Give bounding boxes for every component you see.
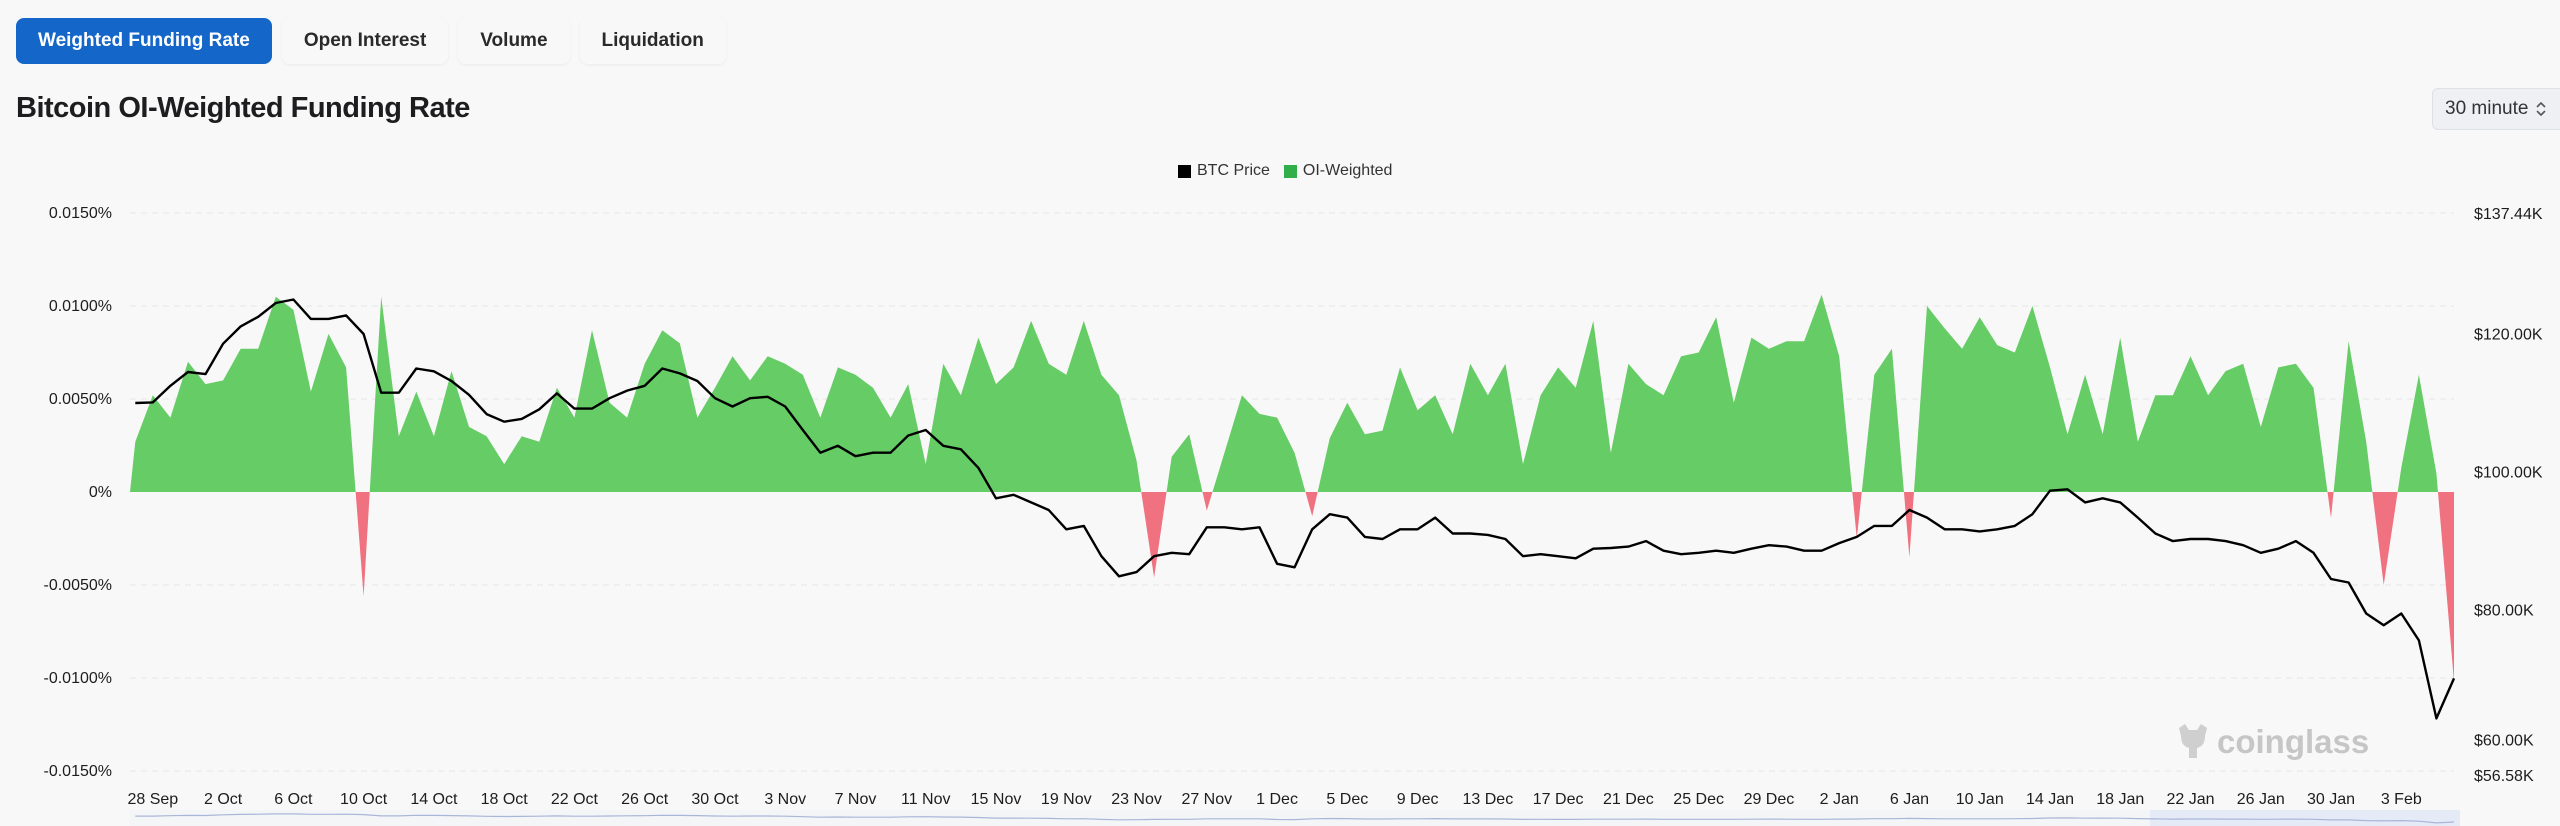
right-tick-label: $120.00K [2474, 326, 2543, 343]
x-tick-label: 9 Dec [1397, 791, 1439, 808]
x-tick-label: 2 Jan [1820, 791, 1859, 808]
interval-select[interactable]: 30 minute [2432, 88, 2560, 130]
x-tick-label: 26 Oct [621, 791, 669, 808]
left-tick-label: -0.0050% [44, 577, 113, 594]
x-tick-label: 6 Jan [1890, 791, 1929, 808]
left-tick-label: -0.0150% [44, 763, 113, 780]
right-tick-label: $137.44K [2474, 206, 2543, 223]
x-tick-label: 5 Dec [1326, 791, 1368, 808]
x-tick-label: 22 Jan [2166, 791, 2214, 808]
left-axis: 0.0150% 0.0100% 0.0050% 0% -0.0050% -0.0100% -… [44, 205, 113, 780]
x-tick-label: 7 Nov [835, 791, 877, 808]
x-tick-label: 15 Nov [971, 791, 1022, 808]
x-tick-label: 29 Dec [1744, 791, 1795, 808]
x-tick-label: 6 Oct [274, 791, 313, 808]
x-tick-label: 27 Nov [1181, 791, 1232, 808]
navigator-track[interactable] [130, 810, 2460, 826]
x-tick-label: 19 Nov [1041, 791, 1092, 808]
chevron-up-down-icon [2536, 100, 2546, 118]
legend-swatch-btc-price [1178, 164, 1191, 178]
legend-item-oi-weighted[interactable]: OI-Weighted [1283, 162, 1393, 180]
legend-item-btc-price[interactable]: BTC Price [1178, 162, 1270, 180]
x-tick-label: 13 Dec [1463, 791, 1514, 808]
grid-lines [130, 212, 2454, 772]
legend-label-oi-weighted: OI-Weighted [1302, 162, 1393, 179]
right-tick-label: $80.00K [2474, 602, 2534, 619]
tab-weighted-funding-rate[interactable]: Weighted Funding Rate [16, 18, 272, 64]
right-tick-label: $100.00K [2474, 464, 2543, 481]
right-axis: $137.44K $120.00K $100.00K $80.00K $60.00K $5… [2474, 206, 2543, 785]
coinglass-logo-icon [2179, 724, 2207, 758]
funding-area-negative [130, 492, 2454, 682]
x-tick-label: 22 Oct [551, 791, 599, 808]
left-tick-label: 0% [89, 484, 112, 501]
interval-select-value: 30 minute [2445, 98, 2529, 119]
watermark-text: coinglass [2217, 723, 2370, 760]
tab-liquidation[interactable]: Liquidation [579, 18, 726, 64]
x-tick-label: 26 Jan [2237, 791, 2285, 808]
legend-swatch-oi-weighted [1283, 164, 1297, 178]
x-tick-label: 18 Oct [481, 791, 529, 808]
chart-legend: BTC Price OI-Weighted [1178, 162, 1392, 180]
x-tick-label: 17 Dec [1533, 791, 1584, 808]
right-tick-label: $60.00K [2474, 732, 2534, 749]
left-tick-label: 0.0050% [49, 391, 112, 408]
chart-type-tabs: Weighted Funding Rate Open Interest Volu… [16, 18, 726, 64]
tab-open-interest[interactable]: Open Interest [281, 18, 449, 64]
x-tick-label: 2 Oct [204, 791, 243, 808]
x-tick-label: 25 Dec [1673, 791, 1724, 808]
coinglass-watermark: coinglass [2175, 722, 2369, 762]
x-tick-label: 11 Nov [901, 791, 951, 808]
page-title: Bitcoin OI-Weighted Funding Rate [16, 92, 470, 124]
left-tick-label: 0.0100% [49, 298, 112, 315]
x-tick-label: 14 Oct [410, 791, 458, 808]
navigator-selection[interactable] [2150, 810, 2460, 826]
tab-volume[interactable]: Volume [458, 18, 570, 64]
x-tick-label: 10 Oct [340, 791, 388, 808]
x-tick-label: 30 Jan [2307, 791, 2355, 808]
x-tick-label: 21 Dec [1603, 791, 1654, 808]
legend-label-btc-price: BTC Price [1197, 162, 1270, 179]
x-tick-label: 14 Jan [2026, 791, 2074, 808]
left-tick-label: -0.0100% [44, 670, 113, 687]
x-tick-label: 3 Nov [764, 791, 806, 808]
right-tick-label: $56.58K [2474, 768, 2534, 785]
x-tick-label: 18 Jan [2096, 791, 2144, 808]
navigator-series [135, 813, 2455, 824]
x-tick-label: 10 Jan [1956, 791, 2004, 808]
x-tick-label: 1 Dec [1256, 791, 1298, 808]
x-tick-label: 23 Nov [1111, 791, 1162, 808]
x-tick-label: 28 Sep [127, 791, 178, 808]
x-axis: 28 Sep 2 Oct 6 Oct 10 Oct 14 Oct 18 Oct 22 Oct… [127, 791, 2421, 808]
btc-price-line [135, 298, 2456, 720]
x-tick-label: 30 Oct [691, 791, 739, 808]
x-tick-label: 3 Feb [2381, 791, 2422, 808]
funding-area-positive [130, 294, 2454, 492]
left-tick-label: 0.0150% [49, 205, 112, 222]
